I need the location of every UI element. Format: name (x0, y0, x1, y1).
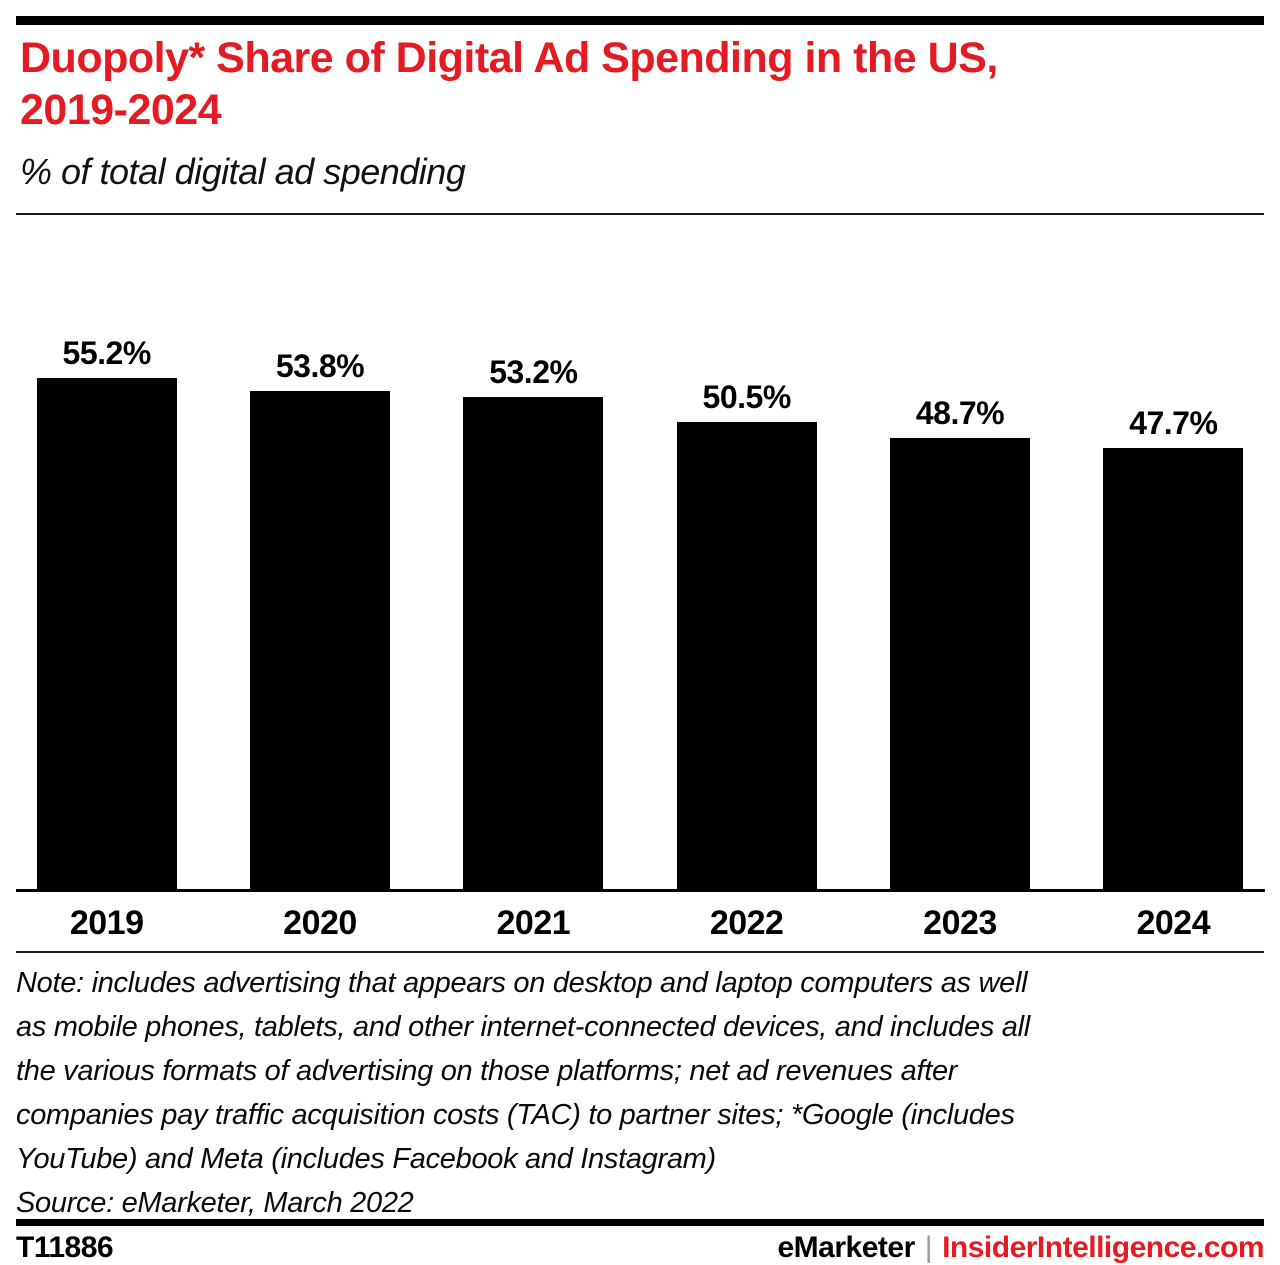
bar-chart-plot-area: 55.2% 53.8% 53.2% 50.5% 48.7% 47.7% (0, 216, 1280, 891)
bar-value-label-2023: 48.7% (915, 395, 1005, 432)
brand-insider-intelligence-link[interactable]: InsiderIntelligence.com (942, 1231, 1264, 1264)
chart-title: Duopoly* Share of Digital Ad Spending in… (20, 34, 998, 134)
footer: T11886 eMarketer | InsiderIntelligence.com (16, 1231, 1264, 1265)
x-axis-label-2024: 2024 (1136, 904, 1211, 942)
chart-subtitle: % of total digital ad spending (20, 151, 466, 192)
x-axis-line (16, 889, 1265, 892)
bar-2020 (249, 391, 390, 891)
bar-2023 (889, 438, 1030, 891)
brand-lockup: eMarketer | InsiderIntelligence.com (778, 1231, 1265, 1265)
bar-group-2020: 53.8% (213, 216, 426, 891)
brand-separator: | (924, 1231, 933, 1264)
bar-value-label-2021: 53.2% (489, 353, 578, 390)
footer-accent-bar (16, 1219, 1264, 1226)
bar-value-label-2022: 50.5% (702, 378, 792, 415)
bar-2021 (463, 396, 604, 891)
x-axis-label-2023: 2023 (923, 904, 997, 942)
header-divider (16, 213, 1264, 215)
bar-value-label-2024: 47.7% (1129, 404, 1218, 441)
bar-value-label-2020: 53.8% (275, 348, 365, 384)
chart-note-divider (16, 951, 1264, 953)
bar-value-label-2019: 55.2% (62, 335, 152, 371)
brand-emarketer: eMarketer (777, 1231, 916, 1264)
bar-group-2024: 47.7% (1067, 216, 1280, 891)
x-axis-label-2019: 2019 (69, 904, 144, 942)
bar-2024 (1103, 447, 1244, 891)
x-axis-label-2022: 2022 (709, 904, 784, 942)
bar-group-2022: 50.5% (640, 216, 853, 891)
top-accent-bar (16, 16, 1264, 25)
bar-2022 (676, 421, 817, 891)
bar-group-2023: 48.7% (853, 216, 1066, 891)
x-axis-labels: 2019 2020 2021 2022 2023 2024 (0, 898, 1280, 950)
bar-2019 (36, 378, 177, 891)
bar-group-2019: 55.2% (0, 216, 213, 891)
x-axis-label-2021: 2021 (496, 904, 571, 942)
bar-group-2021: 53.2% (427, 216, 640, 891)
chart-id: T11886 (16, 1231, 114, 1264)
x-axis-label-2020: 2020 (283, 904, 357, 942)
chart-note: Note: includes advertising that appears … (16, 967, 1030, 1219)
